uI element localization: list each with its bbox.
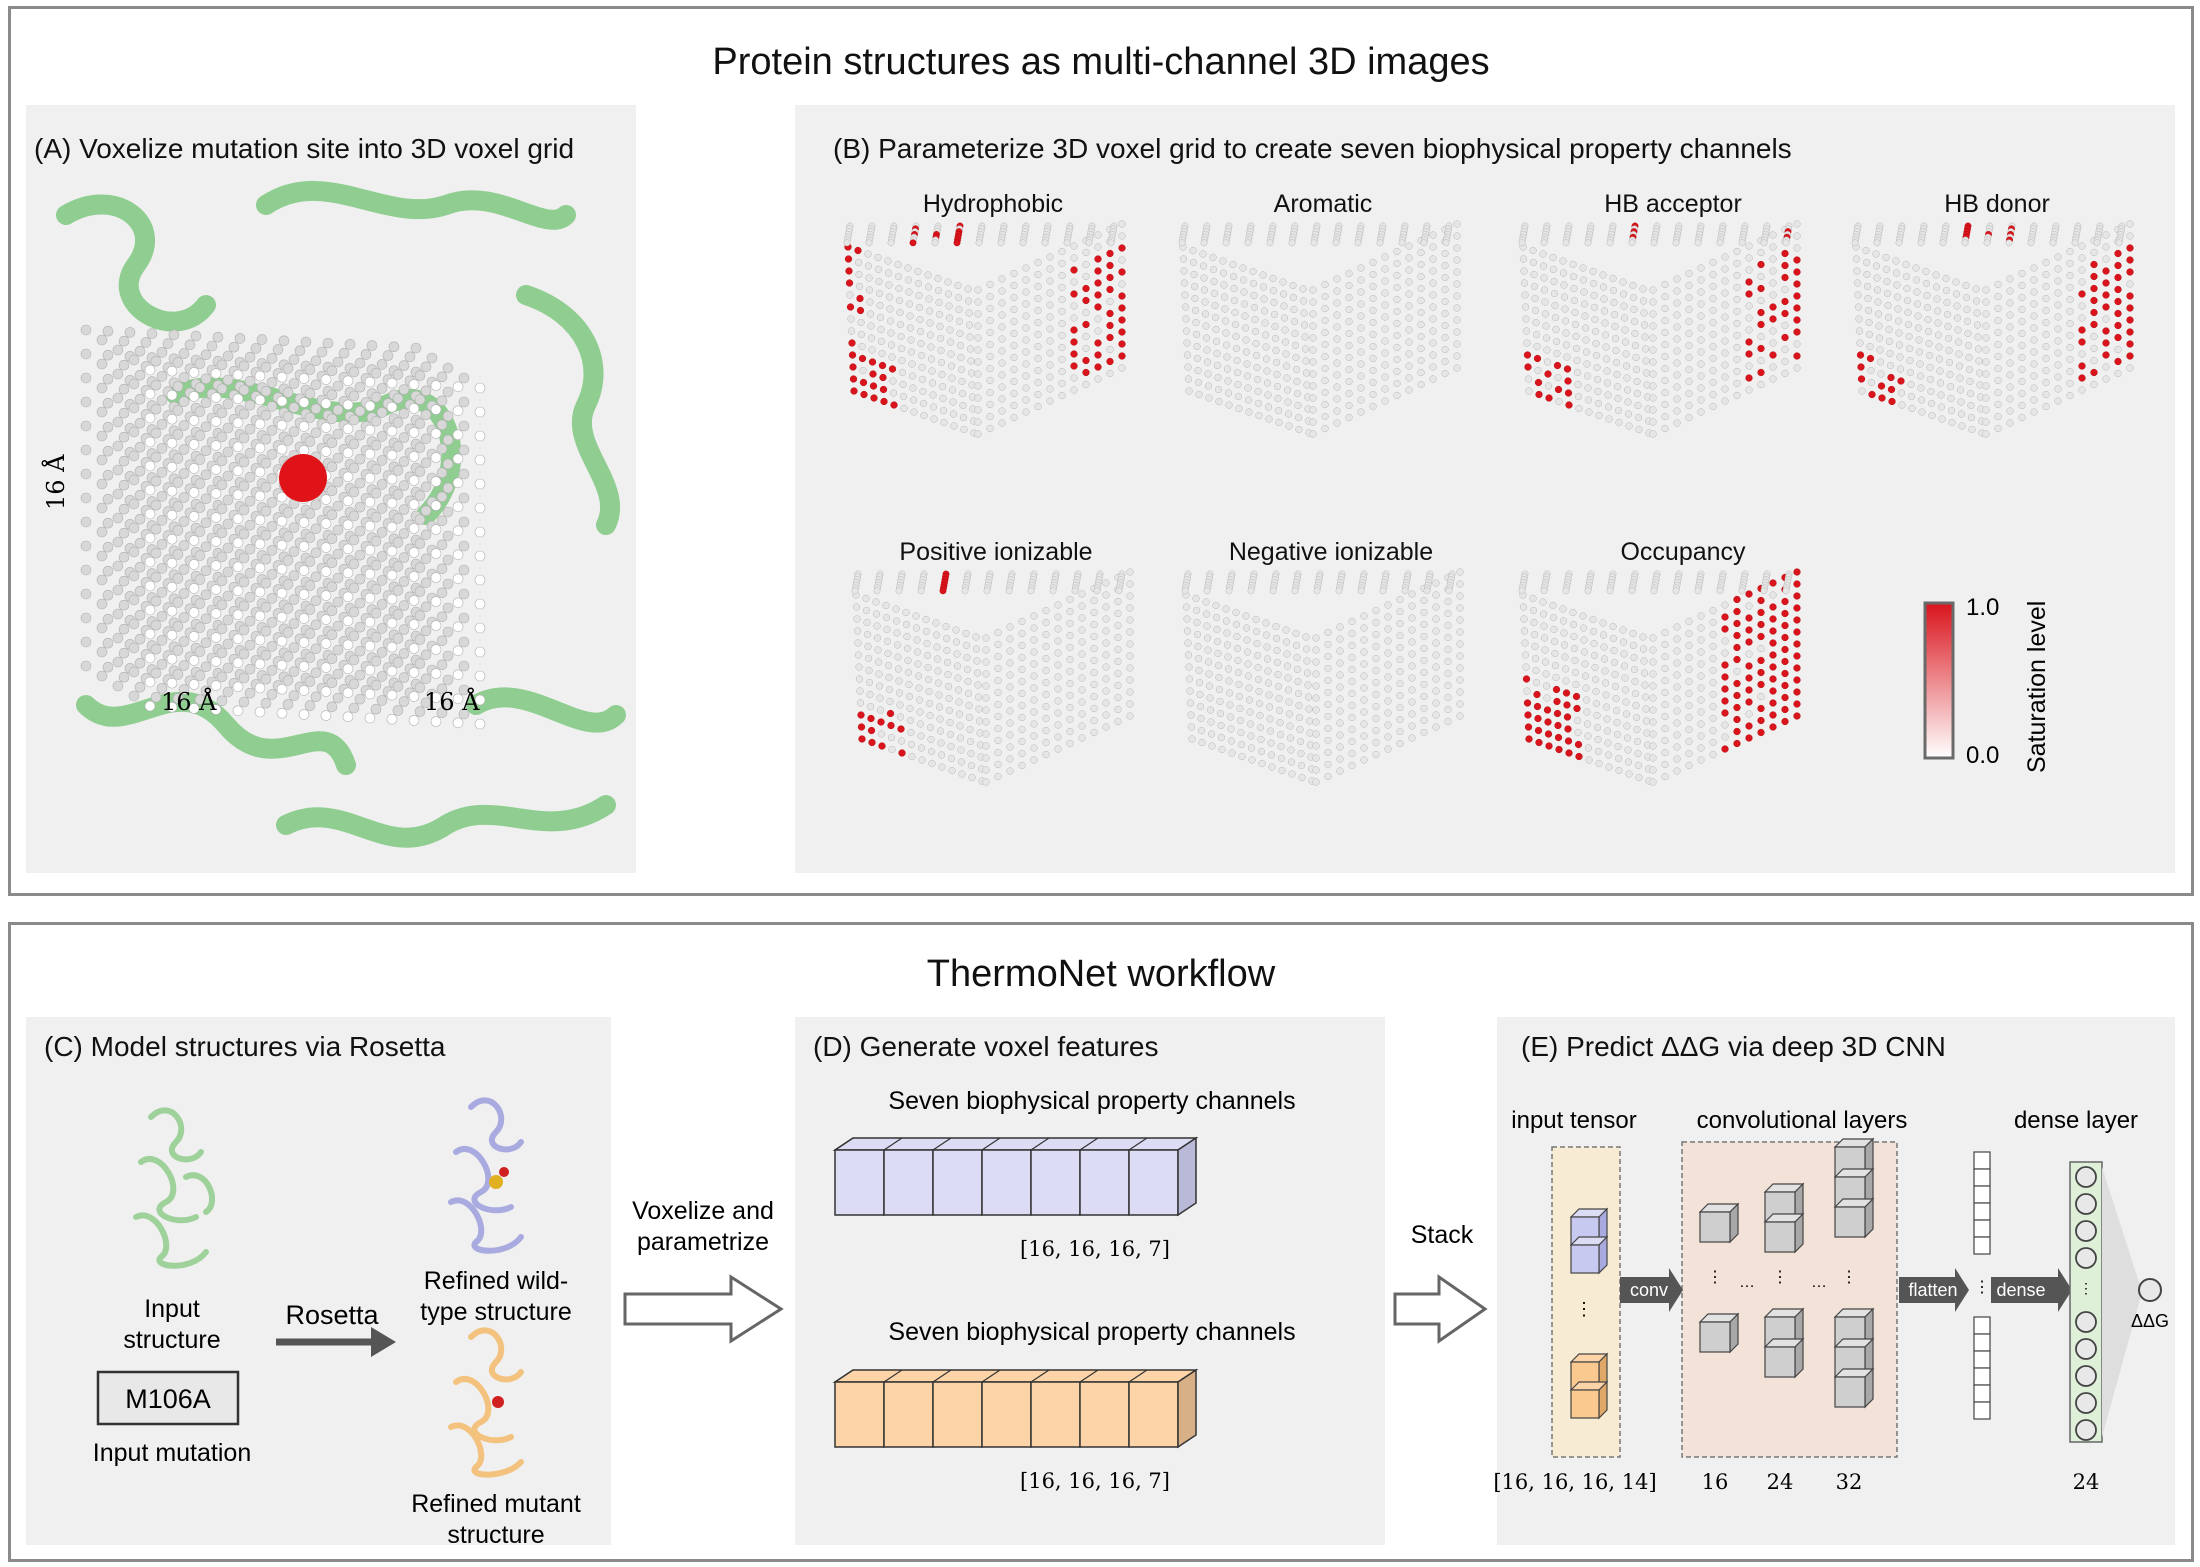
dense-arrow-label: dense [1996, 1280, 2045, 1300]
mutation-code: M106A [125, 1384, 211, 1414]
channel-label-hb-acceptor: HB acceptor [1604, 190, 1742, 218]
channel-cube-aromatic [1178, 220, 1461, 438]
svg-text:…: … [1811, 1274, 1827, 1291]
channel-cube-hydrophobic [843, 220, 1126, 438]
rosetta-arrow-label: Rosetta [285, 1300, 379, 1330]
rosetta-illustration: Input structure M106A Input mutation Ros… [93, 1097, 581, 1549]
conv-layers-label: convolutional layers [1697, 1107, 1908, 1134]
mutation-site-voxel [279, 454, 327, 502]
conv-arrow-label: conv [1630, 1280, 1668, 1300]
channel-label-positive-ionizable: Positive ionizable [899, 538, 1093, 566]
output-node [2138, 1278, 2162, 1302]
panel-e-title: (E) Predict ΔΔG via deep 3D CNN [1521, 1031, 1946, 1062]
svg-text:⋮: ⋮ [1707, 1269, 1723, 1286]
voxel-features-illustration: Seven biophysical property channels [16,… [832, 1087, 1296, 1493]
top-shape-label: [16, 16, 16, 7] [1020, 1237, 1170, 1261]
panel-a-title: (A) Voxelize mutation site into 3D voxel… [34, 133, 575, 164]
svg-text:⋮: ⋮ [1575, 1299, 1593, 1319]
colorbar-title: Saturation level [2023, 601, 2051, 773]
grid-dimension-left: 16 Å [41, 454, 70, 510]
dense-output-funnel [2102, 1167, 2142, 1437]
top-channels-label: Seven biophysical property channels [888, 1087, 1295, 1115]
structures-section-title: Protein structures as multi-channel 3D i… [712, 41, 1490, 83]
channel-label-aromatic: Aromatic [1273, 190, 1373, 218]
channel-label-hydrophobic: Hydrophobic [922, 190, 1064, 218]
input-tensor-label: input tensor [1511, 1107, 1636, 1134]
channel-cube-hb-donor [1851, 220, 2134, 438]
wild-type-label-line1: Refined wild- [424, 1267, 569, 1295]
voxelize-transition: Voxelize and parametrize [623, 1197, 784, 1344]
voxelize-label-line2: parametrize [637, 1228, 769, 1256]
panel-c-title: (C) Model structures via Rosetta [44, 1031, 446, 1062]
panel-d-title: (D) Generate voxel features [813, 1031, 1159, 1062]
workflow-section-title: ThermoNet workflow [926, 953, 1276, 995]
channel-label-occupancy: Occupancy [1620, 538, 1746, 566]
bottom-channel-stack [832, 1368, 1199, 1449]
input-structure-label-line1: Input [144, 1295, 200, 1323]
grid-dimension-bottom-right: 16 Å [424, 687, 480, 716]
dense-units: 24 [2073, 1470, 2100, 1494]
top-channel-stack [832, 1136, 1199, 1217]
mutant-label-line1: Refined mutant [411, 1490, 581, 1518]
colorbar-max-label: 1.0 [1966, 594, 1999, 621]
svg-text:⋮: ⋮ [2079, 1280, 2093, 1296]
bottom-channels-label: Seven biophysical property channels [888, 1318, 1295, 1346]
channel-label-negative-ionizable: Negative ionizable [1228, 538, 1434, 566]
stack-transition: Stack [1393, 1221, 1488, 1344]
colorbar-min-label: 0.0 [1966, 742, 1999, 769]
output-label: ΔΔG [2131, 1311, 2169, 1331]
input-protein-icon [133, 1107, 215, 1269]
panel-c: (C) Model structures via Rosetta [26, 1017, 611, 1545]
voxelize-label-line1: Voxelize and [632, 1197, 774, 1225]
svg-text:⋮: ⋮ [1772, 1269, 1788, 1286]
channel-label-hb-donor: HB donor [1944, 190, 2050, 218]
stack-label: Stack [1411, 1221, 1474, 1249]
mutant-protein-icon [448, 1327, 524, 1478]
mutation-box [96, 1370, 240, 1426]
wild-type-label-line2: type structure [420, 1298, 571, 1326]
svg-text:⋮: ⋮ [1841, 1269, 1857, 1286]
panel-b-title: (B) Parameterize 3D voxel grid to create… [833, 133, 1792, 164]
cnn-illustration: input tensor convolutional layers dense … [1493, 1107, 2169, 1494]
input-structure-label-line2: structure [123, 1326, 220, 1354]
voxelize-arrow [623, 1274, 784, 1344]
conv1-filters: 16 [1702, 1470, 1729, 1494]
stack-arrow [1393, 1274, 1488, 1344]
bottom-shape-label: [16, 16, 16, 7] [1020, 1469, 1170, 1493]
input-shape-label: [16, 16, 16, 14] [1493, 1470, 1656, 1494]
input-mutation-label: Input mutation [93, 1439, 251, 1467]
channel-cube-occupancy [1518, 568, 1801, 786]
channel-cube-negative-ionizable [1181, 568, 1464, 786]
mutant-label-line2: structure [447, 1521, 544, 1549]
svg-text:⋮: ⋮ [1974, 1279, 1990, 1296]
svg-text:…: … [1739, 1274, 1755, 1291]
channel-cube-hb-acceptor [1518, 220, 1801, 438]
voxel-grid-illustration: 16 Å 16 Å 16 Å [41, 180, 626, 848]
channel-cube-positive-ionizable [851, 568, 1134, 786]
flatten-arrow-label: flatten [1908, 1280, 1957, 1300]
conv2-filters: 24 [1767, 1470, 1794, 1494]
dense-layer-label: dense layer [2014, 1107, 2138, 1134]
wild-type-protein-icon [448, 1097, 524, 1254]
saturation-colorbar: 1.0 0.0 Saturation level [1923, 594, 2051, 773]
conv3-filters: 32 [1836, 1470, 1863, 1494]
panel-d: (D) Generate voxel features [795, 1017, 1385, 1545]
flatten-vector: ⋮ [1973, 1151, 1991, 1420]
grid-dimension-bottom-left: 16 Å [161, 687, 217, 716]
